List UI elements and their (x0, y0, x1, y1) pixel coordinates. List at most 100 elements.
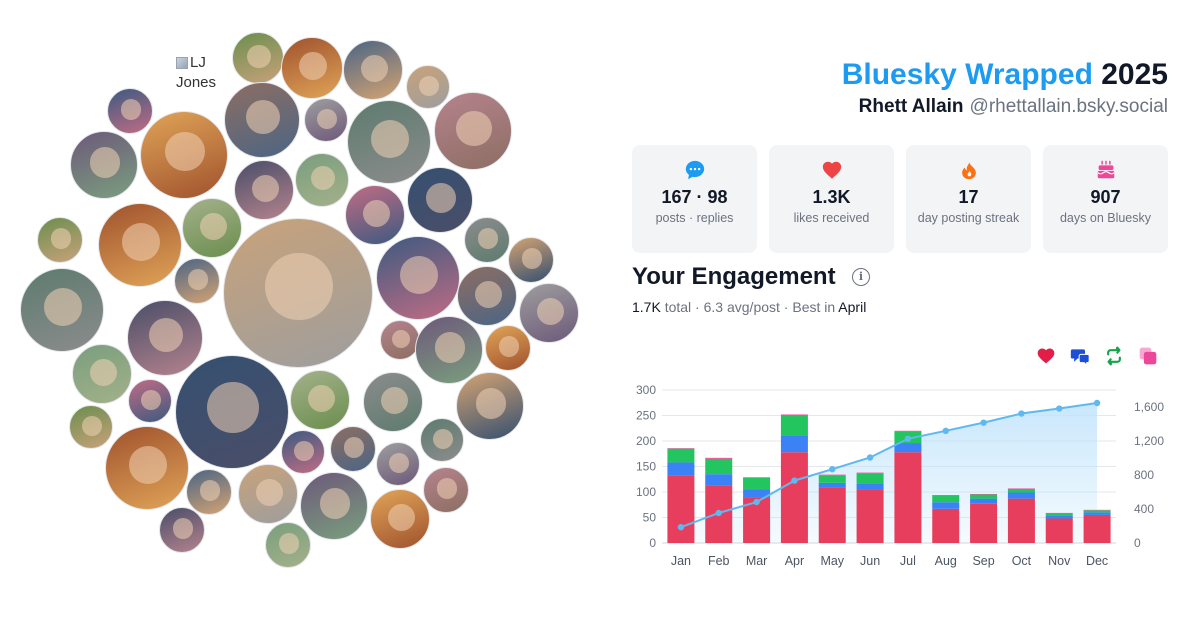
bar-segment-0 (1045, 518, 1073, 543)
avatar[interactable] (69, 405, 113, 449)
avatar-face (389, 452, 409, 473)
avatar[interactable] (174, 258, 220, 304)
avatar[interactable] (420, 418, 464, 462)
bar-segment-3 (743, 477, 771, 478)
avatar-cluster: LJ Jones (20, 32, 579, 568)
stat-value: 1.3K (812, 187, 851, 207)
avatar[interactable] (508, 237, 554, 283)
avatar-face (536, 297, 564, 325)
avatar[interactable] (20, 268, 104, 352)
heart-icon[interactable] (1036, 346, 1056, 366)
avatar[interactable] (415, 316, 483, 384)
avatar-face (50, 228, 72, 250)
avatar[interactable] (376, 442, 420, 486)
avatar[interactable] (485, 325, 531, 371)
user-handle[interactable]: @rhettallain.bsky.social (969, 96, 1168, 117)
avatar[interactable] (376, 236, 460, 320)
avatar[interactable] (519, 283, 579, 343)
avatar[interactable] (127, 300, 203, 376)
bar-segment-3 (667, 448, 695, 449)
avatar-face (199, 480, 221, 502)
avatar[interactable] (186, 469, 232, 515)
avatar[interactable] (238, 464, 298, 524)
avatar[interactable] (224, 82, 300, 158)
avatar[interactable] (175, 355, 289, 469)
reply-icon[interactable] (1070, 346, 1090, 366)
avatar[interactable] (370, 489, 430, 549)
avatar[interactable] (363, 372, 423, 432)
cumulative-point (1018, 410, 1025, 417)
bar-segment-2 (743, 477, 771, 490)
avatar-face (371, 119, 409, 158)
avatar-face (251, 174, 279, 202)
avatar[interactable] (290, 370, 350, 430)
avatar-face (392, 330, 410, 348)
avatar[interactable] (380, 320, 420, 360)
avatar-face (187, 269, 209, 291)
avatar[interactable] (304, 98, 348, 142)
avatar[interactable] (434, 92, 512, 170)
avatar[interactable] (295, 153, 349, 207)
cumulative-line (680, 402, 1098, 529)
avatar[interactable] (456, 372, 524, 440)
cumulative-point (866, 454, 874, 461)
avatar[interactable] (223, 218, 373, 368)
bar-segment-1 (1007, 492, 1035, 499)
avatar[interactable] (281, 37, 343, 99)
avatar[interactable] (345, 185, 405, 245)
avatar[interactable] (300, 472, 368, 540)
avatar-face (307, 384, 335, 412)
bar-segment-2 (780, 414, 808, 436)
avatar[interactable] (182, 198, 242, 258)
flame-icon (961, 160, 976, 180)
bar-segment-0 (856, 489, 884, 543)
avatar[interactable] (128, 379, 172, 423)
quote-icon[interactable] (1138, 346, 1158, 366)
y-right-tick-label: 1,600 (1134, 400, 1164, 414)
avatar[interactable] (464, 217, 510, 263)
avatar[interactable] (281, 430, 325, 474)
avatar[interactable] (347, 100, 431, 184)
avatar[interactable] (72, 344, 132, 404)
bar-segment-1 (667, 462, 695, 476)
avatar-face (436, 478, 458, 500)
avatar[interactable] (105, 426, 189, 510)
bar-segment-3 (932, 495, 960, 496)
avatar-face (477, 228, 499, 250)
bar-segment-2 (932, 495, 960, 503)
avatar-face (434, 332, 466, 363)
avatar[interactable] (423, 467, 469, 513)
engagement-best-month: April (838, 299, 867, 315)
x-tick-label: Jan (671, 554, 691, 568)
bar-segment-2 (1045, 513, 1073, 516)
avatar[interactable] (159, 507, 205, 553)
info-icon[interactable]: i (852, 268, 870, 286)
avatar-face (199, 212, 227, 240)
avatar[interactable] (107, 88, 153, 134)
avatar[interactable] (70, 131, 138, 199)
bar-segment-0 (780, 452, 808, 543)
avatar[interactable] (98, 203, 182, 287)
bar-segment-1 (743, 489, 771, 498)
avatar[interactable] (265, 522, 311, 568)
avatar[interactable] (140, 111, 228, 199)
avatar-face (433, 428, 453, 449)
avatar-face (207, 381, 259, 433)
repost-icon[interactable] (1104, 346, 1124, 366)
user-name: Rhett Allain (858, 96, 964, 117)
avatar-face (89, 147, 121, 178)
avatar[interactable] (406, 65, 450, 109)
avatar[interactable] (234, 160, 294, 220)
avatar-face (362, 199, 390, 227)
avatar[interactable] (343, 40, 403, 100)
broken-image-alt: LJ Jones (176, 54, 217, 91)
avatar[interactable] (330, 426, 376, 472)
avatar-face (521, 248, 543, 270)
avatar[interactable] (407, 167, 473, 233)
avatar[interactable] (232, 32, 284, 84)
avatar-face (456, 110, 492, 146)
avatar[interactable] (37, 217, 83, 263)
avatar[interactable] (457, 266, 517, 326)
engagement-best-prefix: Best in (792, 299, 836, 315)
engagement-total-label: total (664, 299, 692, 315)
